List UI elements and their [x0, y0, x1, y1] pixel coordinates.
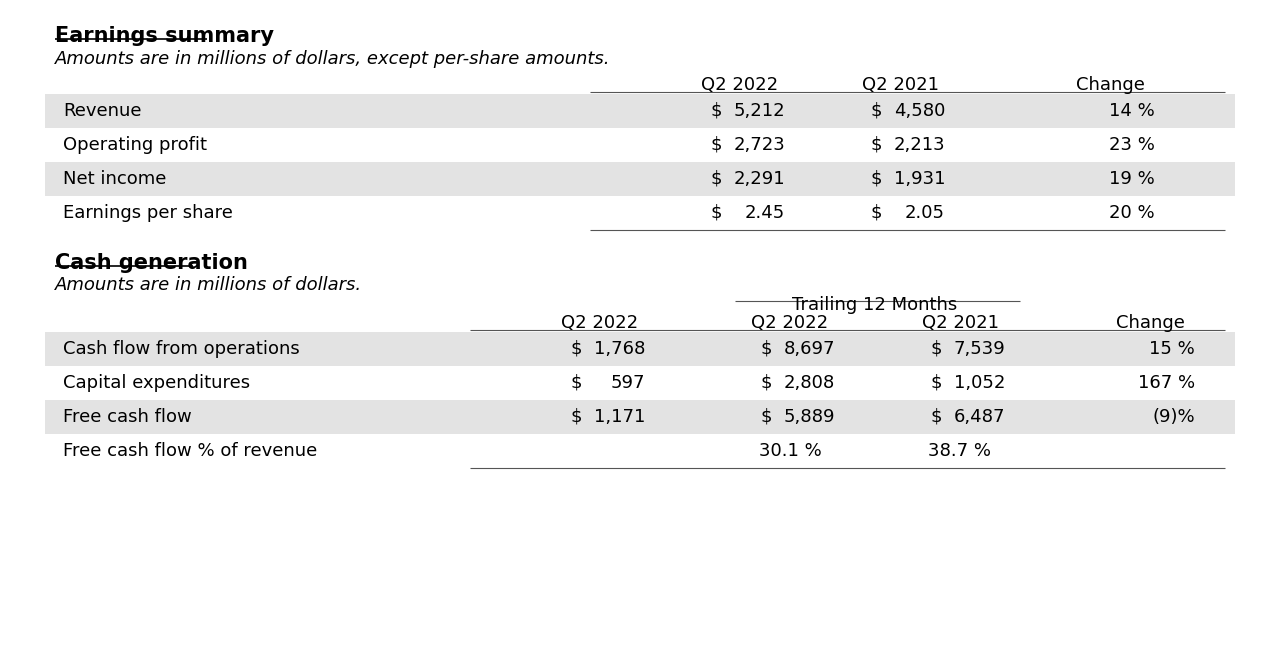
Bar — [45, 332, 1235, 366]
Text: Net income: Net income — [63, 170, 166, 188]
Text: $: $ — [710, 102, 722, 120]
Text: Trailing 12 Months: Trailing 12 Months — [792, 296, 957, 314]
Text: $: $ — [870, 102, 882, 120]
Text: Q2 2022: Q2 2022 — [751, 314, 828, 332]
Text: $: $ — [570, 374, 581, 392]
Text: $: $ — [931, 340, 942, 358]
Text: 2.05: 2.05 — [905, 204, 945, 222]
Text: Q2 2022: Q2 2022 — [701, 76, 778, 94]
Text: $: $ — [710, 204, 722, 222]
Text: Q2 2021: Q2 2021 — [922, 314, 998, 332]
Text: $: $ — [760, 340, 772, 358]
Text: $: $ — [760, 408, 772, 426]
Text: 14 %: 14 % — [1110, 102, 1155, 120]
Text: Free cash flow: Free cash flow — [63, 408, 192, 426]
Text: Capital expenditures: Capital expenditures — [63, 374, 250, 392]
Text: $: $ — [931, 374, 942, 392]
Text: $: $ — [870, 136, 882, 154]
Text: 2,213: 2,213 — [893, 136, 945, 154]
Text: Earnings per share: Earnings per share — [63, 204, 233, 222]
Text: Change: Change — [1075, 76, 1144, 94]
Text: 2,808: 2,808 — [783, 374, 835, 392]
Text: 6,487: 6,487 — [954, 408, 1005, 426]
Text: 4,580: 4,580 — [893, 102, 945, 120]
Text: 30.1 %: 30.1 % — [759, 442, 822, 460]
Text: Amounts are in millions of dollars, except per-share amounts.: Amounts are in millions of dollars, exce… — [55, 50, 611, 68]
Bar — [45, 162, 1235, 196]
Text: 15 %: 15 % — [1149, 340, 1196, 358]
Text: 2,723: 2,723 — [733, 136, 785, 154]
Text: 2.45: 2.45 — [745, 204, 785, 222]
Text: 1,052: 1,052 — [954, 374, 1005, 392]
Text: 1,171: 1,171 — [594, 408, 645, 426]
Text: 8,697: 8,697 — [783, 340, 835, 358]
Text: 19 %: 19 % — [1110, 170, 1155, 188]
Text: 23 %: 23 % — [1110, 136, 1155, 154]
Text: 167 %: 167 % — [1138, 374, 1196, 392]
Text: (9)%: (9)% — [1152, 408, 1196, 426]
Text: $: $ — [570, 340, 581, 358]
Text: 597: 597 — [611, 374, 645, 392]
Text: $: $ — [870, 170, 882, 188]
Text: Free cash flow % of revenue: Free cash flow % of revenue — [63, 442, 317, 460]
Bar — [45, 94, 1235, 128]
Bar — [45, 400, 1235, 434]
Text: Cash generation: Cash generation — [55, 253, 248, 273]
Text: $: $ — [760, 374, 772, 392]
Text: 1,931: 1,931 — [893, 170, 945, 188]
Text: $: $ — [931, 408, 942, 426]
Text: $: $ — [710, 136, 722, 154]
Text: 5,889: 5,889 — [783, 408, 835, 426]
Text: Earnings summary: Earnings summary — [55, 26, 274, 46]
Text: 2,291: 2,291 — [733, 170, 785, 188]
Text: 7,539: 7,539 — [954, 340, 1005, 358]
Text: Q2 2022: Q2 2022 — [562, 314, 639, 332]
Text: $: $ — [570, 408, 581, 426]
Text: $: $ — [870, 204, 882, 222]
Text: 38.7 %: 38.7 % — [928, 442, 992, 460]
Text: Change: Change — [1116, 314, 1184, 332]
Text: Operating profit: Operating profit — [63, 136, 207, 154]
Text: 1,768: 1,768 — [594, 340, 645, 358]
Text: Amounts are in millions of dollars.: Amounts are in millions of dollars. — [55, 276, 362, 294]
Text: 20 %: 20 % — [1110, 204, 1155, 222]
Text: Revenue: Revenue — [63, 102, 142, 120]
Text: 5,212: 5,212 — [733, 102, 785, 120]
Text: $: $ — [710, 170, 722, 188]
Text: Q2 2021: Q2 2021 — [861, 76, 938, 94]
Text: Cash flow from operations: Cash flow from operations — [63, 340, 300, 358]
